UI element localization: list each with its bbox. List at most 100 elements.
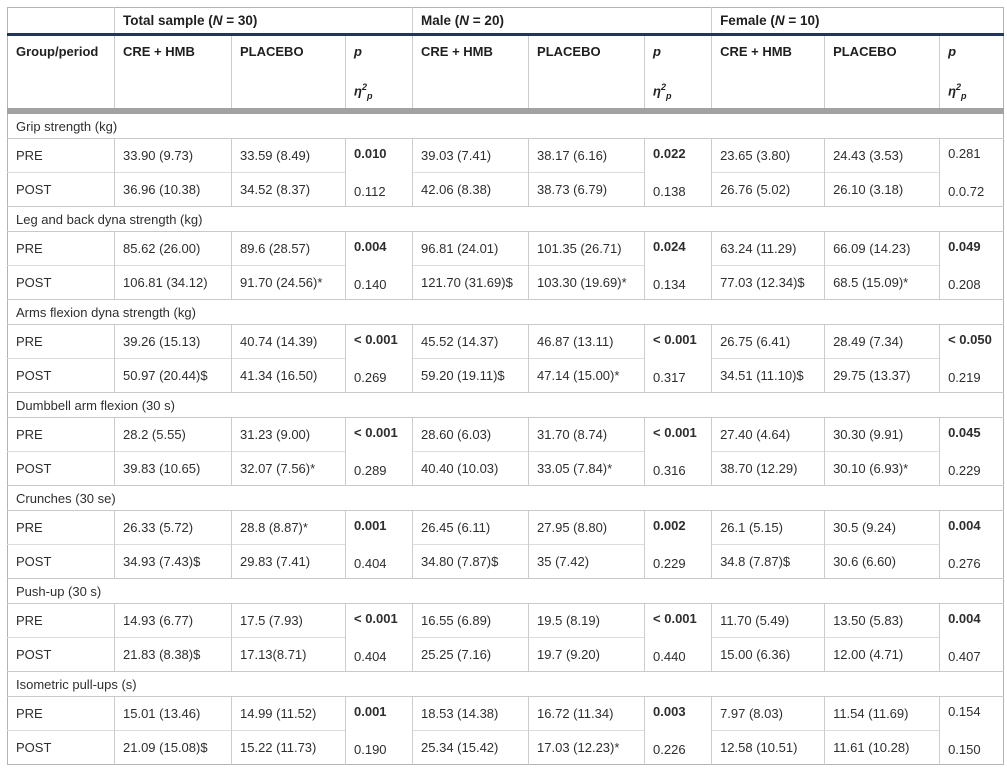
eta-squared-value: 0.407: [948, 649, 981, 664]
value-cell: 45.52 (14.37): [412, 324, 529, 359]
value-cell: 38.73 (6.79): [528, 172, 645, 207]
group-header-female: Female (N = 10): [711, 7, 1004, 36]
table-row: POST 106.81 (34.12) 91.70 (24.56)* 121.70 (…: [7, 265, 1004, 300]
p-eta-cell: 0.045 0.229: [939, 417, 1004, 486]
section-title: Grip strength (kg): [7, 110, 1004, 139]
value-cell: 15.00 (6.36): [711, 637, 825, 672]
value-cell: 27.95 (8.80): [528, 510, 645, 545]
eta-squared-label: η2p: [354, 82, 373, 101]
value-cell: 26.10 (3.18): [824, 172, 940, 207]
table-body: Grip strength (kg) PRE 33.90 (9.73) 33.59 (…: [7, 110, 1004, 765]
group-header-text: Male (: [421, 13, 460, 28]
value-cell: 38.70 (12.29): [711, 451, 825, 486]
value-cell: 25.25 (7.16): [412, 637, 529, 672]
value-cell: 29.83 (7.41): [231, 544, 346, 579]
value-cell: 38.17 (6.16): [528, 138, 645, 173]
eta-squared-value: 0.134: [653, 277, 686, 292]
value-cell: 36.96 (10.38): [114, 172, 232, 207]
col-header-group-period: Group/period: [7, 34, 115, 114]
col-header-cre-male: CRE + HMB: [412, 34, 529, 114]
period-label: POST: [7, 637, 115, 672]
value-cell: 77.03 (12.34)$: [711, 265, 825, 300]
table-row: PRE 26.33 (5.72) 28.8 (8.87)* 0.001 0.404 26.…: [8, 510, 1004, 579]
group-header-total-sample: Total sample (N = 30): [113, 7, 413, 36]
p-value: 0.004: [354, 239, 387, 254]
eta-squared-value: 0.150: [948, 742, 981, 757]
table-row: PRE 85.62 (26.00) 89.6 (28.57) 0.004 0.140 96…: [8, 231, 1004, 300]
value-cell: 11.61 (10.28): [824, 730, 940, 765]
col-header-p-female: p η2p: [939, 34, 1004, 114]
eta-squared-value: 0.229: [948, 463, 981, 478]
p-eta-cell: 0.154 0.150: [939, 696, 1004, 765]
value-cell: 28.60 (6.03): [412, 417, 529, 452]
n-variable: N: [212, 13, 223, 28]
p-value: < 0.001: [354, 332, 398, 347]
value-cell: 24.43 (3.53): [824, 138, 940, 173]
value-cell: 96.81 (24.01): [412, 231, 529, 266]
value-cell: 30.10 (6.93)*: [824, 451, 940, 486]
group-header-text: Total sample (: [123, 13, 213, 28]
value-cell: 28.8 (8.87)*: [231, 510, 346, 545]
section-title: Arms flexion dyna strength (kg): [7, 299, 1004, 325]
p-eta-cell: < 0.001 0.440: [644, 603, 712, 672]
value-cell: 30.30 (9.91): [824, 417, 940, 452]
p-eta-cell: 0.049 0.208: [939, 231, 1004, 300]
value-cell: 34.93 (7.43)$: [114, 544, 232, 579]
n-variable: N: [774, 13, 785, 28]
group-header-text: Female (: [720, 13, 775, 28]
group-header-text: = 30): [222, 13, 258, 28]
section-row: Push-up (30 s): [7, 578, 1004, 604]
table-row: PRE 28.2 (5.55) 31.23 (9.00) < 0.001 0.289 28…: [8, 417, 1004, 486]
table-row: POST 50.97 (20.44)$ 41.34 (16.50) 59.20 (19…: [7, 358, 1004, 393]
table-row: POST 39.83 (10.65) 32.07 (7.56)* 40.40 (10.…: [7, 451, 1004, 486]
value-cell: 14.93 (6.77): [114, 603, 232, 638]
value-cell: 46.87 (13.11): [528, 324, 645, 359]
value-cell: 68.5 (15.09)*: [824, 265, 940, 300]
value-cell: 89.6 (28.57): [231, 231, 346, 266]
section-title: Isometric pull-ups (s): [7, 671, 1004, 697]
col-header-p-male: p η2p: [644, 34, 712, 114]
section-row: Dumbbell arm flexion (30 s): [7, 392, 1004, 418]
period-label: PRE: [16, 427, 43, 442]
p-eta-cell: 0.004 0.407: [939, 603, 1004, 672]
value-cell: 31.70 (8.74): [528, 417, 645, 452]
value-cell: 31.23 (9.00): [231, 417, 346, 452]
table-row: PRE 39.26 (15.13) 40.74 (14.39) < 0.001 0.26…: [8, 324, 1004, 393]
eta-squared-value: 0.404: [354, 556, 387, 571]
period-label: POST: [7, 172, 115, 207]
value-cell: 16.72 (11.34): [528, 696, 645, 731]
value-cell: 63.24 (11.29): [711, 231, 825, 266]
value-cell: 11.54 (11.69): [824, 696, 940, 731]
p-eta-cell: < 0.001 0.269: [344, 324, 413, 393]
period-label: POST: [7, 451, 115, 486]
value-cell: 33.59 (8.49): [231, 138, 346, 173]
col-header-placebo-total: PLACEBO: [231, 34, 346, 114]
value-cell: 7.97 (8.03): [711, 696, 825, 731]
eta-squared-label: η2p: [653, 82, 672, 101]
value-cell: 21.83 (8.38)$: [114, 637, 232, 672]
value-cell: 30.6 (6.60): [824, 544, 940, 579]
p-value: 0.281: [948, 146, 981, 161]
value-cell: 28.2 (5.55): [114, 417, 232, 452]
table-row: PRE 33.90 (9.73) 33.59 (8.49) 0.010 0.112 39.…: [8, 138, 1004, 207]
p-value: 0.003: [653, 704, 686, 719]
p-eta-cell: 0.003 0.226: [644, 696, 712, 765]
group-header-male: Male (N = 20): [412, 7, 712, 36]
p-value: 0.002: [653, 518, 686, 533]
value-cell: 29.75 (13.37): [824, 358, 940, 393]
value-cell: 33.05 (7.84)*: [528, 451, 645, 486]
col-header-placebo-male: PLACEBO: [528, 34, 645, 114]
value-cell: 12.58 (10.51): [711, 730, 825, 765]
eta-squared-value: 0.316: [653, 463, 686, 478]
eta-squared-value: 0.404: [354, 649, 387, 664]
value-cell: 27.40 (4.64): [711, 417, 825, 452]
p-value: < 0.001: [354, 611, 398, 626]
value-cell: 26.33 (5.72): [114, 510, 232, 545]
eta-squared-value: 0.190: [354, 742, 387, 757]
value-cell: 30.5 (9.24): [824, 510, 940, 545]
section-title: Crunches (30 se): [7, 485, 1004, 511]
value-cell: 34.51 (11.10)$: [711, 358, 825, 393]
eta-squared-value: 0.0.72: [948, 184, 985, 199]
value-cell: 16.55 (6.89): [412, 603, 529, 638]
